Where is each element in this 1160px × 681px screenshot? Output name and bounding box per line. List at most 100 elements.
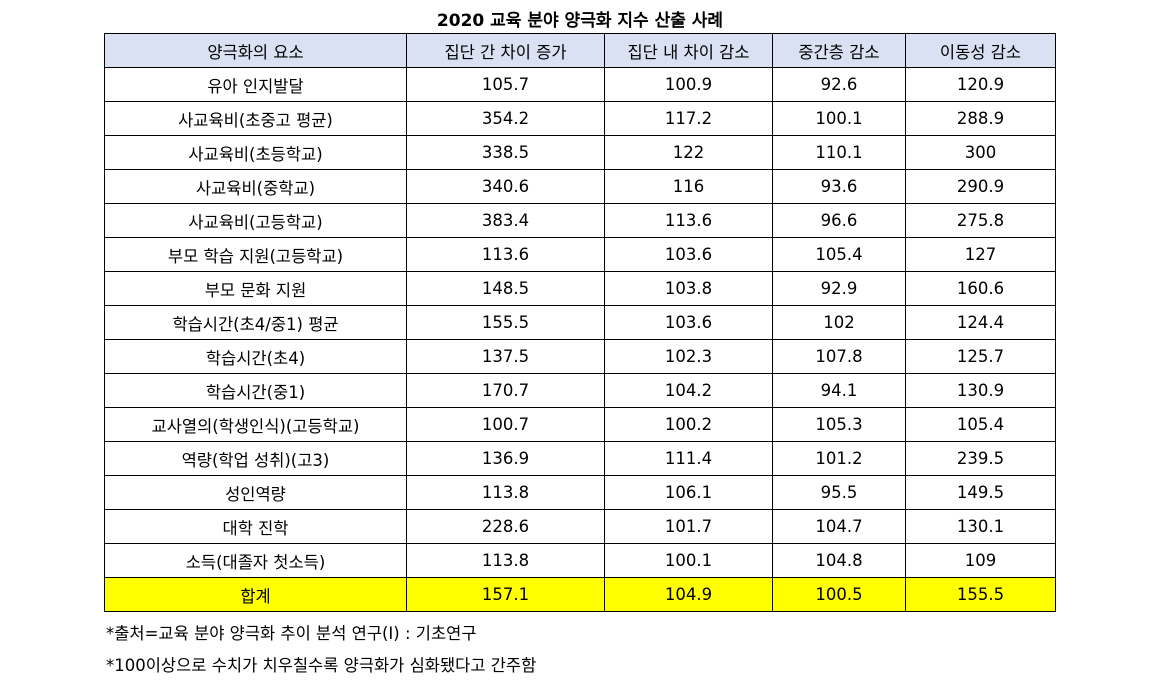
header-middle-class: 중간층 감소 xyxy=(772,33,906,68)
within-group-cell: 113.6 xyxy=(604,203,773,238)
total-element-cell: 합계 xyxy=(104,577,407,612)
total-row: 합계 157.1 104.9 100.5 155.5 xyxy=(104,577,1056,612)
middle-class-cell: 102 xyxy=(772,305,906,340)
element-cell: 성인역량 xyxy=(104,475,407,510)
element-cell: 사교육비(중학교) xyxy=(104,169,407,204)
between-group-cell: 338.5 xyxy=(406,135,605,170)
element-cell: 소득(대졸자 첫소득) xyxy=(104,543,407,578)
within-group-cell: 102.3 xyxy=(604,339,773,374)
between-group-cell: 100.7 xyxy=(406,407,605,442)
mobility-cell: 300 xyxy=(905,135,1056,170)
table-row: 대학 진학 228.6 101.7 104.7 130.1 xyxy=(104,509,1056,544)
element-cell: 사교육비(초중고 평균) xyxy=(104,101,407,136)
header-element: 양극화의 요소 xyxy=(104,33,407,68)
element-cell: 학습시간(중1) xyxy=(104,373,407,408)
total-mobility-cell: 155.5 xyxy=(905,577,1056,612)
element-cell: 역량(학업 성취)(고3) xyxy=(104,441,407,476)
within-group-cell: 100.1 xyxy=(604,543,773,578)
middle-class-cell: 92.6 xyxy=(772,67,906,102)
between-group-cell: 113.8 xyxy=(406,543,605,578)
table-row: 부모 문화 지원 148.5 103.8 92.9 160.6 xyxy=(104,271,1056,306)
header-within-group: 집단 내 차이 감소 xyxy=(604,33,773,68)
table-row: 부모 학습 지원(고등학교) 113.6 103.6 105.4 127 xyxy=(104,237,1056,272)
between-group-cell: 228.6 xyxy=(406,509,605,544)
mobility-cell: 130.9 xyxy=(905,373,1056,408)
table-row: 사교육비(중학교) 340.6 116 93.6 290.9 xyxy=(104,169,1056,204)
mobility-cell: 105.4 xyxy=(905,407,1056,442)
mobility-cell: 160.6 xyxy=(905,271,1056,306)
element-cell: 교사열의(학생인식)(고등학교) xyxy=(104,407,407,442)
table-row: 사교육비(고등학교) 383.4 113.6 96.6 275.8 xyxy=(104,203,1056,238)
header-row: 양극화의 요소 집단 간 차이 증가 집단 내 차이 감소 중간층 감소 이동성… xyxy=(104,33,1056,68)
element-cell: 학습시간(초4/중1) 평균 xyxy=(104,305,407,340)
mobility-cell: 290.9 xyxy=(905,169,1056,204)
mobility-cell: 275.8 xyxy=(905,203,1056,238)
within-group-cell: 100.9 xyxy=(604,67,773,102)
mobility-cell: 109 xyxy=(905,543,1056,578)
source-note: *출처=교육 분야 양극화 추이 분석 연구(Ⅰ) : 기초연구 xyxy=(106,624,477,643)
mobility-cell: 120.9 xyxy=(905,67,1056,102)
middle-class-cell: 95.5 xyxy=(772,475,906,510)
middle-class-cell: 93.6 xyxy=(772,169,906,204)
element-cell: 부모 학습 지원(고등학교) xyxy=(104,237,407,272)
between-group-cell: 137.5 xyxy=(406,339,605,374)
within-group-cell: 111.4 xyxy=(604,441,773,476)
middle-class-cell: 96.6 xyxy=(772,203,906,238)
total-within-group-cell: 104.9 xyxy=(604,577,773,612)
between-group-cell: 354.2 xyxy=(406,101,605,136)
within-group-cell: 116 xyxy=(604,169,773,204)
middle-class-cell: 110.1 xyxy=(772,135,906,170)
element-cell: 학습시간(초4) xyxy=(104,339,407,374)
within-group-cell: 122 xyxy=(604,135,773,170)
middle-class-cell: 104.7 xyxy=(772,509,906,544)
table-row: 학습시간(중1) 170.7 104.2 94.1 130.9 xyxy=(104,373,1056,408)
between-group-cell: 170.7 xyxy=(406,373,605,408)
between-group-cell: 148.5 xyxy=(406,271,605,306)
mobility-cell: 127 xyxy=(905,237,1056,272)
between-group-cell: 340.6 xyxy=(406,169,605,204)
within-group-cell: 117.2 xyxy=(604,101,773,136)
middle-class-cell: 94.1 xyxy=(772,373,906,408)
header-mobility: 이동성 감소 xyxy=(905,33,1056,68)
within-group-cell: 103.6 xyxy=(604,305,773,340)
table-row: 교사열의(학생인식)(고등학교) 100.7 100.2 105.3 105.4 xyxy=(104,407,1056,442)
middle-class-cell: 105.4 xyxy=(772,237,906,272)
within-group-cell: 106.1 xyxy=(604,475,773,510)
within-group-cell: 101.7 xyxy=(604,509,773,544)
mobility-cell: 288.9 xyxy=(905,101,1056,136)
within-group-cell: 103.6 xyxy=(604,237,773,272)
table-row: 역량(학업 성취)(고3) 136.9 111.4 101.2 239.5 xyxy=(104,441,1056,476)
middle-class-cell: 107.8 xyxy=(772,339,906,374)
within-group-cell: 100.2 xyxy=(604,407,773,442)
table-title: 2020 교육 분야 양극화 지수 산출 사례 xyxy=(436,11,724,31)
element-cell: 사교육비(초등학교) xyxy=(104,135,407,170)
middle-class-cell: 101.2 xyxy=(772,441,906,476)
table-row: 사교육비(초등학교) 338.5 122 110.1 300 xyxy=(104,135,1056,170)
table-row: 유아 인지발달 105.7 100.9 92.6 120.9 xyxy=(104,67,1056,102)
between-group-cell: 136.9 xyxy=(406,441,605,476)
mobility-cell: 149.5 xyxy=(905,475,1056,510)
element-cell: 유아 인지발달 xyxy=(104,67,407,102)
between-group-cell: 105.7 xyxy=(406,67,605,102)
between-group-cell: 113.8 xyxy=(406,475,605,510)
between-group-cell: 383.4 xyxy=(406,203,605,238)
polarization-table: 양극화의 요소 집단 간 차이 증가 집단 내 차이 감소 중간층 감소 이동성… xyxy=(104,33,1056,612)
table-row: 소득(대졸자 첫소득) 113.8 100.1 104.8 109 xyxy=(104,543,1056,578)
middle-class-cell: 92.9 xyxy=(772,271,906,306)
element-cell: 사교육비(고등학교) xyxy=(104,203,407,238)
middle-class-cell: 100.1 xyxy=(772,101,906,136)
mobility-cell: 125.7 xyxy=(905,339,1056,374)
within-group-cell: 103.8 xyxy=(604,271,773,306)
table-row: 학습시간(초4) 137.5 102.3 107.8 125.7 xyxy=(104,339,1056,374)
element-cell: 부모 문화 지원 xyxy=(104,271,407,306)
between-group-cell: 155.5 xyxy=(406,305,605,340)
middle-class-cell: 104.8 xyxy=(772,543,906,578)
element-cell: 대학 진학 xyxy=(104,509,407,544)
table-row: 학습시간(초4/중1) 평균 155.5 103.6 102 124.4 xyxy=(104,305,1056,340)
within-group-cell: 104.2 xyxy=(604,373,773,408)
total-between-group-cell: 157.1 xyxy=(406,577,605,612)
mobility-cell: 130.1 xyxy=(905,509,1056,544)
between-group-cell: 113.6 xyxy=(406,237,605,272)
interpretation-note: *100이상으로 수치가 치우칠수록 양극화가 심화됐다고 간주함 xyxy=(106,656,537,675)
header-between-group: 집단 간 차이 증가 xyxy=(406,33,605,68)
